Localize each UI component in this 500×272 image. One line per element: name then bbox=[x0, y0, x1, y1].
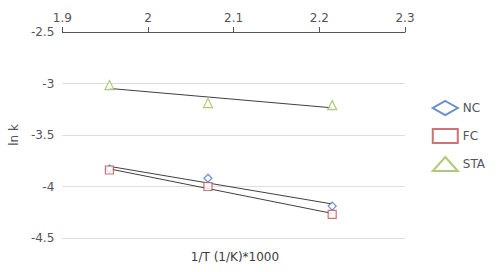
svg-text:ln k: ln k bbox=[7, 124, 21, 146]
svg-text:2.1: 2.1 bbox=[224, 11, 243, 25]
svg-text:-4: -4 bbox=[42, 180, 54, 194]
svg-text:-3: -3 bbox=[42, 77, 54, 91]
svg-text:2.3: 2.3 bbox=[395, 11, 414, 25]
svg-text:FC: FC bbox=[463, 129, 478, 143]
svg-text:-4.5: -4.5 bbox=[31, 231, 54, 245]
svg-text:2.2: 2.2 bbox=[310, 11, 329, 25]
svg-text:-3.5: -3.5 bbox=[31, 128, 54, 142]
svg-text:NC: NC bbox=[463, 101, 480, 115]
svg-text:2: 2 bbox=[144, 11, 152, 25]
svg-text:1.9: 1.9 bbox=[53, 11, 72, 25]
svg-text:STA: STA bbox=[463, 157, 486, 171]
svg-text:1/T (1/K)*1000: 1/T (1/K)*1000 bbox=[191, 250, 279, 264]
svg-text:-2.5: -2.5 bbox=[31, 25, 54, 39]
